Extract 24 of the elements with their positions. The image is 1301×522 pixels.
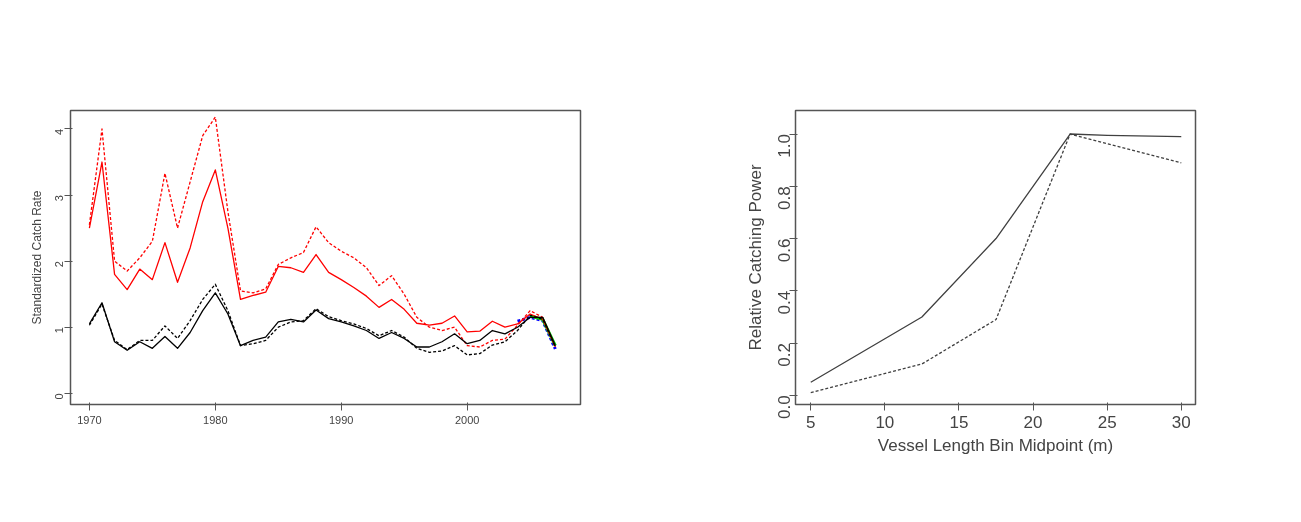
x-tick-label: 2000 xyxy=(454,413,480,426)
x-tick-label: 1980 xyxy=(203,413,228,426)
x-tick-label: 25 xyxy=(1097,412,1117,432)
y-tick-label: 0.6 xyxy=(775,238,795,263)
y-tick-label: 0.8 xyxy=(775,186,795,210)
y-tick-label: 4 xyxy=(53,128,66,136)
x-tick-label: 1970 xyxy=(77,413,102,426)
y-tick-label: 0.2 xyxy=(775,343,795,367)
x-tick-label: 20 xyxy=(1023,412,1043,432)
x-tick-label: 10 xyxy=(875,412,895,432)
y-tick-label: 2 xyxy=(53,261,66,268)
y-tick-label: 0 xyxy=(53,393,66,400)
y-tick-label: 0.4 xyxy=(775,290,795,315)
y-axis-title: Standardized Catch Rate xyxy=(29,190,44,325)
y-tick-label: 1 xyxy=(53,327,66,334)
y-tick-label: 3 xyxy=(53,195,66,202)
y-axis-title: Relative Catching Power xyxy=(745,164,765,351)
x-axis-title: Vessel Length Bin Midpoint (m) xyxy=(877,435,1114,455)
x-tick-label: 5 xyxy=(806,412,816,432)
x-tick-label: 15 xyxy=(949,412,969,432)
y-tick-label: 1.0 xyxy=(775,134,795,158)
y-tick-label: 0.0 xyxy=(775,395,795,419)
x-tick-label: 30 xyxy=(1171,412,1191,432)
x-tick-label: 1990 xyxy=(329,413,354,426)
